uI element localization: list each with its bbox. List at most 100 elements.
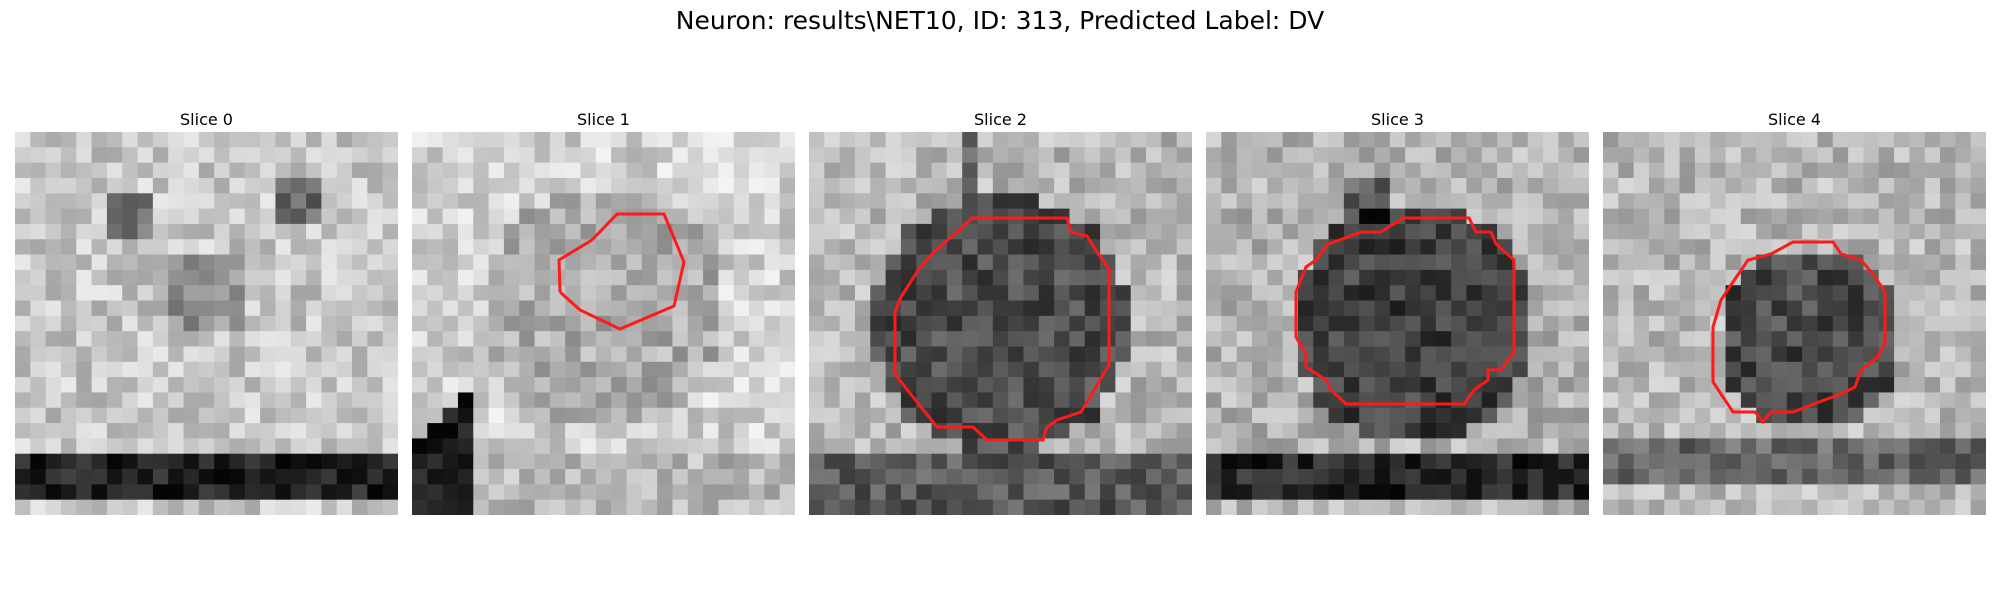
image-pixel <box>214 499 231 515</box>
image-pixel <box>1236 315 1253 332</box>
image-pixel <box>1543 193 1559 210</box>
image-pixel <box>1756 285 1773 302</box>
image-pixel <box>91 132 108 148</box>
image-pixel <box>1161 269 1178 286</box>
image-pixel <box>1267 484 1284 501</box>
image-pixel <box>1481 162 1498 179</box>
image-pixel <box>1297 285 1314 302</box>
image-pixel <box>306 484 322 501</box>
image-pixel <box>580 377 597 394</box>
image-pixel <box>1558 377 1575 394</box>
image-pixel <box>1527 499 1544 515</box>
image-pixel <box>1786 315 1803 332</box>
image-pixel <box>1267 346 1284 363</box>
image-pixel <box>168 223 185 240</box>
image-pixel <box>595 331 612 348</box>
image-pixel <box>183 361 200 378</box>
image-pixel <box>764 239 781 256</box>
image-pixel <box>992 407 1009 424</box>
image-pixel <box>214 438 231 455</box>
image-pixel <box>1236 331 1253 348</box>
image-pixel <box>1725 377 1742 394</box>
image-pixel <box>229 147 246 164</box>
image-pixel <box>1251 132 1268 148</box>
image-pixel <box>60 453 77 470</box>
image-pixel <box>1940 177 1956 194</box>
image-pixel <box>839 392 856 409</box>
image-pixel <box>1648 331 1665 348</box>
image-pixel <box>1633 269 1650 286</box>
image-pixel <box>244 361 261 378</box>
image-pixel <box>15 469 31 485</box>
image-pixel <box>1573 239 1589 256</box>
image-pixel <box>839 423 856 439</box>
image-pixel <box>1940 438 1956 455</box>
image-pixel <box>977 346 994 363</box>
image-pixel <box>1573 223 1589 240</box>
image-pixel <box>412 269 428 286</box>
image-pixel <box>30 453 47 470</box>
image-pixel <box>106 484 123 501</box>
image-pixel <box>168 162 185 179</box>
image-pixel <box>1664 239 1681 256</box>
image-pixel <box>839 254 856 271</box>
image-pixel <box>1664 331 1681 348</box>
image-pixel <box>244 269 261 286</box>
image-pixel <box>1420 177 1437 194</box>
image-pixel <box>809 392 825 409</box>
image-pixel <box>382 269 398 286</box>
image-pixel <box>45 484 62 501</box>
image-pixel <box>1146 147 1162 164</box>
image-pixel <box>1481 208 1498 225</box>
image-pixel <box>1176 392 1192 409</box>
image-pixel <box>779 132 795 148</box>
image-pixel <box>931 300 948 317</box>
image-pixel <box>962 162 979 179</box>
image-pixel <box>457 469 474 485</box>
image-pixel <box>91 162 108 179</box>
image-pixel <box>962 193 979 210</box>
image-pixel <box>290 331 307 348</box>
image-pixel <box>106 469 123 485</box>
image-pixel <box>1267 147 1284 164</box>
image-pixel <box>703 162 719 179</box>
image-pixel <box>1817 438 1834 455</box>
image-pixel <box>1343 453 1360 470</box>
image-pixel <box>412 177 428 194</box>
image-pixel <box>672 469 689 485</box>
image-pixel <box>321 132 338 148</box>
image-pixel <box>1832 423 1849 439</box>
image-pixel <box>306 208 322 225</box>
image-pixel <box>1251 484 1268 501</box>
image-pixel <box>1802 361 1819 378</box>
image-pixel <box>122 315 139 332</box>
image-pixel <box>60 208 77 225</box>
image-pixel <box>1236 377 1253 394</box>
image-pixel <box>198 285 215 302</box>
image-pixel <box>992 392 1009 409</box>
image-pixel <box>641 132 658 148</box>
image-pixel <box>1832 300 1849 317</box>
image-pixel <box>1618 484 1635 501</box>
image-pixel <box>1648 300 1665 317</box>
image-pixel <box>1710 407 1727 424</box>
image-pixel <box>900 177 917 194</box>
image-pixel <box>488 162 505 179</box>
slice-1-image <box>412 132 795 515</box>
image-pixel <box>1435 423 1452 439</box>
image-pixel <box>977 147 994 164</box>
image-pixel <box>290 484 307 501</box>
image-pixel <box>168 407 185 424</box>
image-pixel <box>1512 147 1529 164</box>
image-pixel <box>30 469 47 485</box>
image-pixel <box>1543 208 1559 225</box>
image-pixel <box>1940 147 1956 164</box>
image-pixel <box>152 254 169 271</box>
image-pixel <box>91 193 108 210</box>
image-pixel <box>549 346 566 363</box>
image-pixel <box>580 132 597 148</box>
image-pixel <box>1725 423 1742 439</box>
image-pixel <box>1710 223 1727 240</box>
image-pixel <box>1878 469 1895 485</box>
image-pixel <box>657 177 674 194</box>
